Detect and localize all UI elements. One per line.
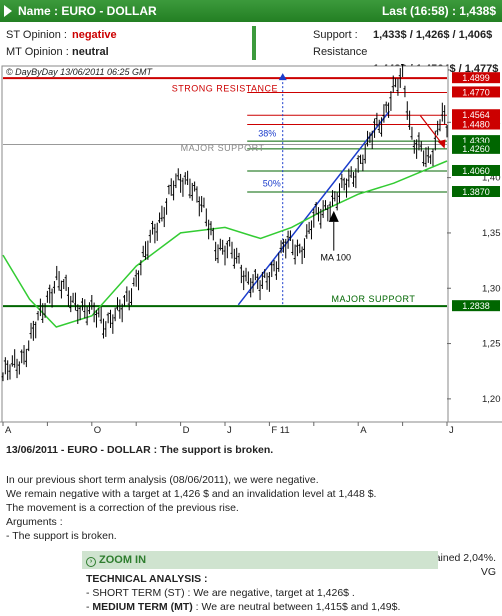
technical-analysis-heading: TECHNICAL ANALYSIS : bbox=[86, 573, 208, 585]
projection-arrow-head bbox=[437, 139, 446, 149]
strong-resistance-label: STRONG RESISTANCE bbox=[172, 83, 278, 93]
x-tick-label: J bbox=[227, 425, 232, 436]
x-tick-label: A bbox=[5, 425, 12, 436]
x-tick-label: F 11 bbox=[271, 425, 289, 436]
chart-credit: © DayByDay 13/06/2011 06:25 GMT bbox=[6, 67, 154, 77]
analysis-paragraph: - The support is broken. bbox=[6, 530, 117, 542]
analysis-text: 13/06/2011 - EURO - DOLLAR : The support… bbox=[6, 443, 496, 579]
zoom-in-header[interactable]: › ZOOM IN bbox=[82, 551, 438, 569]
price-chart-svg: STRONG RESISTANCE MAJOR SUPPORT MAJOR SUPP… bbox=[0, 61, 502, 436]
opinion-panel: ST Opinion : negative MT Opinion : neutral… bbox=[0, 22, 502, 75]
zoom-in-title: ZOOM IN bbox=[99, 554, 147, 566]
x-tick-label: J bbox=[449, 425, 454, 436]
analysis-paragraph: We remain negative with a target at 1,42… bbox=[6, 488, 377, 500]
analysis-paragraph: The movement is a correction of the prev… bbox=[6, 502, 239, 514]
major-support-lower-label: MAJOR SUPPORT bbox=[332, 294, 416, 304]
y-tick-label: 1,20 bbox=[482, 394, 501, 405]
level-tag bbox=[452, 118, 500, 130]
price-chart: STRONG RESISTANCE MAJOR SUPPORT MAJOR SUPP… bbox=[0, 61, 502, 436]
level-tag-label: 1.4899 bbox=[462, 73, 490, 83]
level-tag-label: 1.2838 bbox=[462, 301, 490, 311]
y-tick-label: 1,25 bbox=[482, 339, 501, 350]
level-tag bbox=[452, 186, 500, 198]
level-tag-label: 1.3870 bbox=[462, 187, 490, 197]
projection-arrow-line bbox=[419, 115, 444, 145]
x-tick-label: A bbox=[360, 425, 367, 436]
analysis-paragraph: In our previous short term analysis (08/… bbox=[6, 474, 319, 486]
analysis-paragraph: Arguments : bbox=[6, 516, 63, 528]
level-tag-label: 1.4480 bbox=[462, 120, 490, 130]
fib-50-label: 50% bbox=[263, 178, 281, 188]
y-tick-label: 1,35 bbox=[482, 228, 501, 239]
level-tag bbox=[452, 109, 500, 121]
chart-frame bbox=[1, 65, 449, 423]
medium-term-label: MEDIUM TERM (MT) bbox=[92, 601, 193, 613]
st-opinion-value: negative bbox=[72, 29, 117, 41]
level-tag bbox=[452, 300, 500, 312]
support-values: 1,433$ / 1,426$ / 1,406$ bbox=[373, 29, 493, 41]
mt-opinion-value: neutral bbox=[72, 46, 109, 58]
trend-line bbox=[237, 110, 390, 306]
medium-term-line: - MEDIUM TERM (MT) : We are neutral betw… bbox=[86, 601, 401, 613]
ma100-label: MA 100 bbox=[320, 253, 351, 263]
major-support-upper-label: MAJOR SUPPORT bbox=[181, 143, 265, 153]
level-tag-label: 1.4770 bbox=[462, 87, 490, 97]
quote-header: Name : EURO - DOLLAR Last (16:58) : 1,43… bbox=[0, 0, 502, 22]
level-tag-label: 1.4060 bbox=[462, 166, 490, 176]
fib-top-marker bbox=[278, 73, 287, 81]
support-label: Support : bbox=[313, 29, 358, 41]
y-tick-label: 1,40 bbox=[482, 173, 501, 184]
zoom-in-icon: › bbox=[86, 557, 96, 567]
analysis-title: 13/06/2011 - EURO - DOLLAR : The support… bbox=[6, 444, 274, 456]
level-tag-label: 1.4564 bbox=[462, 110, 490, 120]
level-tag bbox=[452, 135, 500, 147]
short-term-line: - SHORT TERM (ST) : We are negative, tar… bbox=[86, 587, 355, 599]
level-tag-label: 1.4330 bbox=[462, 136, 490, 146]
level-tag bbox=[452, 86, 500, 98]
y-tick-label: 1,30 bbox=[482, 283, 501, 294]
play-arrow-icon bbox=[4, 5, 12, 17]
mt-opinion-label: MT Opinion : bbox=[6, 46, 69, 58]
fib-38-label: 38% bbox=[258, 129, 276, 139]
author-signature: VG bbox=[480, 566, 496, 578]
ma-arrow-head bbox=[328, 210, 339, 222]
instrument-name: Name : EURO - DOLLAR bbox=[18, 4, 157, 18]
level-tag bbox=[452, 142, 500, 154]
ma100-line bbox=[2, 160, 448, 328]
st-opinion-label: ST Opinion : bbox=[6, 29, 67, 41]
level-tag bbox=[452, 164, 500, 176]
last-price: Last (16:58) : 1,438$ bbox=[381, 4, 496, 18]
x-tick-label: D bbox=[183, 425, 190, 436]
level-tag-label: 1.4260 bbox=[462, 144, 490, 154]
level-tag bbox=[452, 72, 500, 84]
divider-bar bbox=[252, 26, 256, 60]
x-tick-label: O bbox=[94, 425, 101, 436]
zoom-in-panel: › ZOOM IN TECHNICAL ANALYSIS : - SHORT TE… bbox=[82, 551, 438, 616]
